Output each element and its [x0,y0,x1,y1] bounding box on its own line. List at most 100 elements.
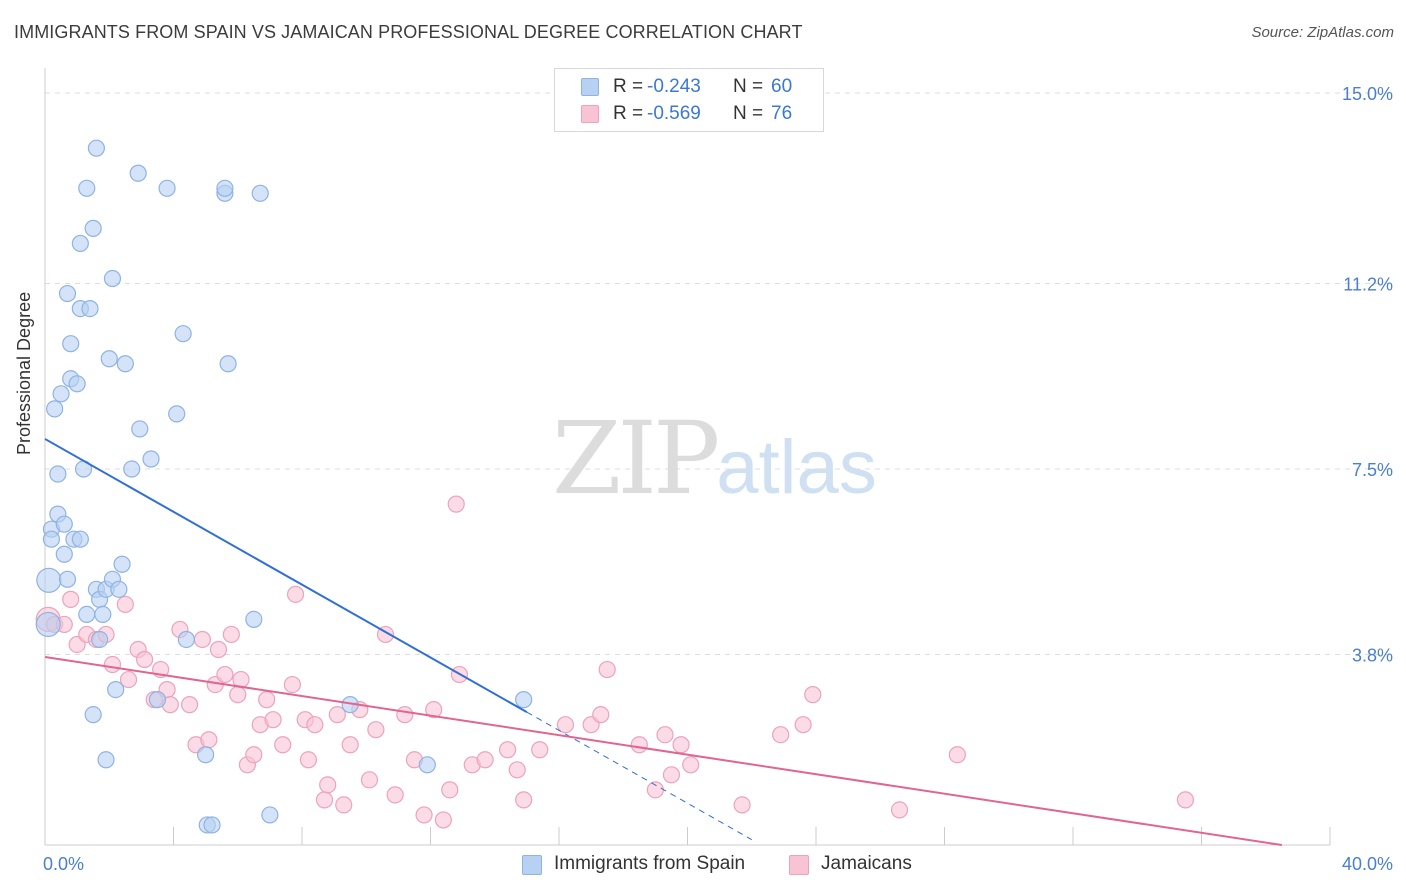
spain-point [142,450,160,468]
spain-point [110,580,128,598]
jamaicans-point [135,650,154,669]
jamaicans-point [200,731,218,749]
x-tick-label: 40.0% [1342,854,1393,874]
y-axis-label: Professional Degree [14,291,34,455]
spain-point [87,139,106,157]
jamaicans-point [672,736,690,754]
watermark-atlas: atlas [716,425,877,510]
r-label: R = [613,103,644,124]
jamaicans-point [434,811,452,829]
spain-point [55,545,73,563]
jamaicans-point [794,716,812,734]
r-value: -0.243 [647,76,701,97]
spain-point [58,570,77,588]
spain-point [219,355,237,373]
gridlines [45,92,1392,656]
jamaicans-point [319,776,337,794]
series-legend: Immigrants from Spain Jamaicans [0,852,1406,878]
x-tick-label: 0.0% [43,854,84,874]
spain-point [197,746,215,764]
jamaicans-point [948,746,966,764]
axes [44,68,1331,846]
jamaicans-point [592,706,610,724]
jamaicans-point [447,495,465,513]
y-tick-label: 7.5% [1352,460,1393,480]
spain-point [71,530,89,548]
jamaicans-point [386,786,404,804]
spain-point [168,405,186,423]
jamaicans-point [733,796,751,814]
jamaicans-point [222,625,240,644]
zipatlas-watermark: ZIPatlas [552,400,877,517]
jamaicans-point [274,736,292,754]
n-value: 76 [771,103,793,124]
legend-label: Immigrants from Spain [554,853,746,874]
jamaicans-point [396,706,414,724]
y-tick-label: 11.2% [1343,275,1393,295]
jamaicans-point [180,696,199,714]
spain-point [52,385,70,403]
jamaicans-point [286,585,305,603]
spain-point [94,605,112,623]
spain-point [36,567,62,593]
n-label: N = [733,103,764,124]
spain-point [251,184,269,202]
spain-point [91,630,109,649]
spain-point [35,611,61,638]
jamaicans-point [283,675,301,694]
jamaicans-swatch [789,855,809,875]
jamaicans-trend-line [44,656,1282,846]
jamaicans-point [415,806,433,824]
legend-label: Jamaicans [821,853,912,874]
trend-lines [44,438,1282,846]
spain-point [100,350,118,368]
jamaicans-point [662,766,681,784]
jamaicans-point [630,736,648,754]
spain-point [216,179,234,197]
jamaicans-point [299,751,318,769]
spain-trend-extension [526,711,752,841]
jamaicans-point [245,746,263,764]
jamaicans-point [476,751,494,769]
r-value: -0.569 [647,103,701,124]
jamaicans-point [341,736,359,754]
jamaicans-point [229,686,247,704]
spain-point [46,400,64,418]
jamaicans-point [508,761,526,779]
spain-point [103,269,122,288]
jamaicans-point [682,756,700,774]
legend-row-spain: R = -0.243 N = 60 [555,73,823,101]
jamaicans-point [264,711,282,729]
spain-point [245,610,263,629]
spain-point [84,706,102,724]
spain-point [418,756,436,774]
legend-row-jamaicans: R = -0.569 N = 76 [555,100,823,128]
r-label: R = [613,76,644,97]
spain-point [174,325,192,343]
spain-point [177,630,195,649]
spain-point [515,691,533,709]
jamaicans-point [193,630,212,649]
spain-point [116,355,134,373]
jamaicans-point [890,801,909,819]
jamaicans-point [306,716,324,734]
chart-title: IMMIGRANTS FROM SPAIN VS JAMAICAN PROFES… [14,22,803,42]
jamaicans-point [772,726,790,744]
jamaicans-point [656,726,674,744]
spain-point [68,375,86,393]
jamaicans-point [258,691,276,709]
spain-point [78,179,96,197]
jamaicans-point [1176,791,1195,809]
jamaicans-point [216,665,234,684]
jamaicans-point [531,741,549,759]
spain-point [55,515,73,533]
spain-swatch [581,78,599,96]
watermark-zip: ZIP [552,400,720,517]
jamaicans-point [441,781,459,799]
correlation-legend: R = -0.243 N = 60 R = -0.569 N = 76 [554,68,824,132]
spain-point [71,234,89,253]
spain-point [148,691,167,709]
jamaicans-point [425,701,443,719]
spain-point [203,816,221,834]
